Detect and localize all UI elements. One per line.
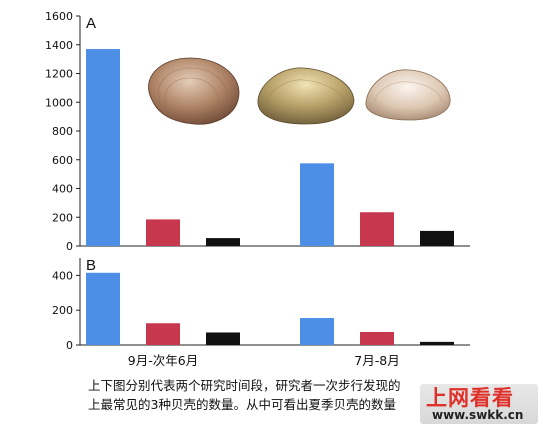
bar (300, 163, 334, 246)
bar (360, 212, 394, 246)
bar (360, 331, 394, 345)
shell-illustrations (148, 57, 451, 125)
y-tick-label: 1400 (45, 39, 73, 52)
panel-label: A (86, 15, 96, 32)
y-tick-label: 0 (66, 339, 73, 352)
bar (86, 272, 120, 345)
watermark-title: 上网看看 (426, 386, 514, 410)
y-tick-label: 400 (52, 183, 73, 196)
caption-line-2: 上最常见的3种贝壳的数量。从中可看出夏季贝壳的数量 (88, 397, 396, 412)
y-tick-label: 400 (52, 269, 73, 282)
bar (206, 332, 240, 345)
clam-shell-icon (148, 57, 240, 125)
watermark-url: www.swkk.cn (432, 408, 524, 422)
x-category-label: 7月-8月 (354, 353, 399, 368)
bar (300, 318, 334, 345)
y-tick-label: 200 (52, 211, 73, 224)
white-clam-shell-icon (365, 69, 451, 121)
bar (146, 219, 180, 246)
x-category-label: 9月-次年6月 (128, 353, 198, 368)
bar (420, 230, 454, 246)
panel-b: 0 200 400 B 9月-次年6月 7月-8月 (52, 257, 470, 368)
bar (86, 49, 120, 246)
bar (206, 238, 240, 246)
panel-a: 0 200 400 600 800 1000 1200 1400 1600 A (45, 10, 470, 253)
y-tick-label: 1200 (45, 68, 73, 81)
bar (146, 323, 180, 345)
caption-line-1: 上下图分别代表两个研究时间段，研究者一次步行发现的 (88, 378, 401, 393)
bar (420, 341, 454, 345)
watermark-badge (420, 384, 538, 424)
panel-label: B (86, 257, 96, 274)
y-tick-label: 600 (52, 154, 73, 167)
y-tick-label: 200 (52, 304, 73, 317)
yellow-clam-shell-icon (257, 67, 355, 125)
figure-caption: 上下图分别代表两个研究时间段，研究者一次步行发现的 上最常见的3种贝壳的数量。从… (88, 376, 528, 414)
y-tick-label: 800 (52, 125, 73, 138)
y-tick-label: 1000 (45, 96, 73, 109)
y-tick-label: 0 (66, 240, 73, 253)
y-tick-label: 1600 (45, 10, 73, 23)
